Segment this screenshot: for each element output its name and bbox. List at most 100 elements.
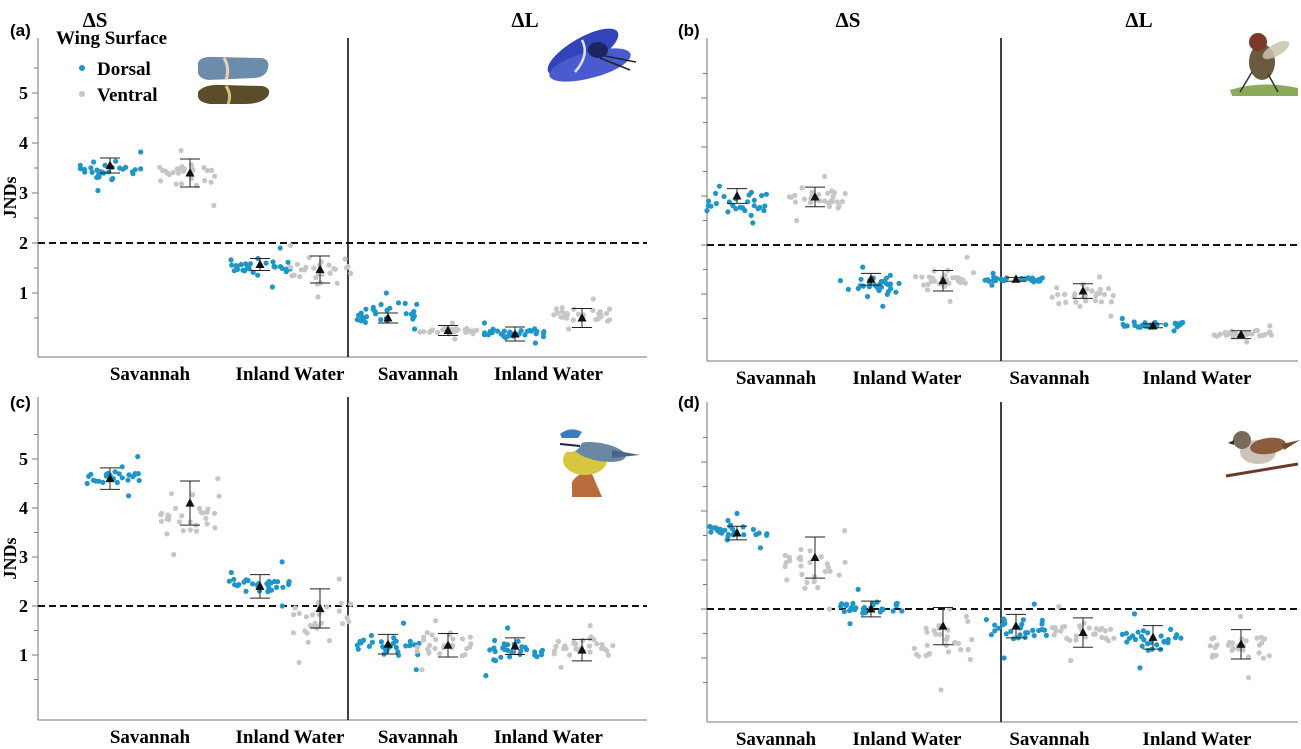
ventral-point [1214, 642, 1220, 648]
dorsal-error-bar [250, 574, 270, 599]
ventral-point [944, 634, 950, 640]
ventral-point [175, 170, 182, 176]
ventral-point [1223, 332, 1229, 338]
dorsal-point [505, 625, 511, 631]
ventral-point [459, 653, 465, 659]
dorsal-point [402, 300, 408, 306]
dorsal-point [378, 639, 384, 645]
ventral-point [170, 169, 176, 175]
dorsal-point [1139, 643, 1145, 649]
ventral-point [348, 601, 354, 607]
ventral-point [304, 630, 310, 636]
ventral-point [324, 604, 330, 610]
ventral-point [1240, 647, 1246, 653]
dorsal-point [243, 577, 249, 583]
ventral-point [552, 648, 558, 654]
ventral-point [590, 296, 596, 302]
ventral-point [951, 640, 958, 647]
dorsal-point [1025, 630, 1031, 636]
ventral-point [1099, 625, 1105, 632]
mean-marker [732, 528, 742, 537]
dorsal-point [1124, 323, 1130, 329]
ventral-point [1256, 650, 1262, 656]
dorsal-point [491, 645, 497, 651]
ventral-error-bar [1231, 329, 1251, 340]
ventral-point [604, 310, 610, 317]
dorsal-point [358, 640, 364, 646]
dorsal-point [393, 644, 399, 651]
mean-marker [1148, 320, 1158, 330]
dorsal-point [894, 600, 900, 607]
ventral-point [209, 167, 215, 173]
dorsal-point [755, 206, 761, 212]
ventral-point [193, 528, 200, 534]
branch [1225, 462, 1299, 478]
dorsal-point [887, 272, 893, 278]
ventral-point [1266, 653, 1272, 659]
ventral-point [421, 329, 427, 335]
ventral-point [187, 527, 193, 533]
y-axis-title: JNDs [0, 537, 20, 579]
ventral-point [1089, 288, 1095, 294]
dorsal-point [764, 532, 770, 538]
ventral-error-bar [805, 186, 825, 208]
dorsal-points-group [837, 264, 902, 309]
ventral-point [970, 270, 977, 276]
ventral-point [555, 310, 561, 316]
dorsal-point [855, 586, 861, 593]
mean-marker [383, 313, 393, 322]
dorsal-point [1172, 635, 1178, 641]
leaf [1230, 84, 1298, 96]
ventral-point [842, 559, 848, 565]
ventral-point [319, 271, 325, 277]
ventral-point [190, 492, 196, 498]
dorsal-point [270, 259, 276, 265]
ventral-point [798, 556, 804, 563]
ventral-point [842, 528, 848, 534]
ventral-point [288, 242, 294, 249]
ventral-point [924, 629, 930, 635]
dorsal-point [482, 330, 488, 336]
x-category-label: Inland Water [853, 729, 962, 749]
panel-label: (b) [678, 21, 700, 40]
ventral-point [1209, 636, 1215, 642]
dorsal-point [285, 259, 291, 265]
legend-item-ventral: Ventral [97, 85, 158, 106]
ventral-point [414, 644, 420, 650]
dorsal-point [1178, 635, 1184, 641]
mean-marker [185, 498, 195, 507]
wing-band [574, 39, 587, 73]
ventral-point [1067, 637, 1073, 643]
ventral-point [570, 317, 576, 323]
ventral-error-bar [438, 632, 458, 658]
dorsal-point [1137, 324, 1143, 330]
ventral-point [1245, 675, 1252, 681]
ventral-point [336, 576, 342, 582]
dorsal-point [489, 330, 495, 336]
ventral-point [200, 510, 206, 516]
ventral-point [440, 327, 446, 333]
dorsal-point [893, 289, 899, 295]
tail [1282, 440, 1300, 450]
mean-marker [938, 275, 948, 285]
dorsal-point [725, 209, 731, 215]
dorsal-point [250, 581, 256, 587]
x-category-label: Savannah [736, 729, 817, 749]
dorsal-point [358, 318, 364, 324]
dorsal-point [847, 621, 853, 627]
section-header: ΔL [1125, 8, 1152, 32]
dorsal-point [992, 622, 998, 628]
ventral-point [587, 623, 593, 629]
dorsal-point [864, 293, 871, 300]
ventral-points-group [786, 173, 848, 224]
dorsal-error-bar [1006, 274, 1026, 283]
ventral-point [419, 667, 425, 673]
ventral-point [310, 612, 316, 618]
mean-marker [1011, 621, 1021, 630]
ventral-point [1083, 298, 1089, 304]
dorsal-point [847, 608, 853, 614]
dorsal-point [721, 193, 727, 200]
dorsal-point [358, 310, 364, 316]
x-category-label: Savannah [736, 368, 817, 389]
ventral-point [1097, 286, 1103, 292]
